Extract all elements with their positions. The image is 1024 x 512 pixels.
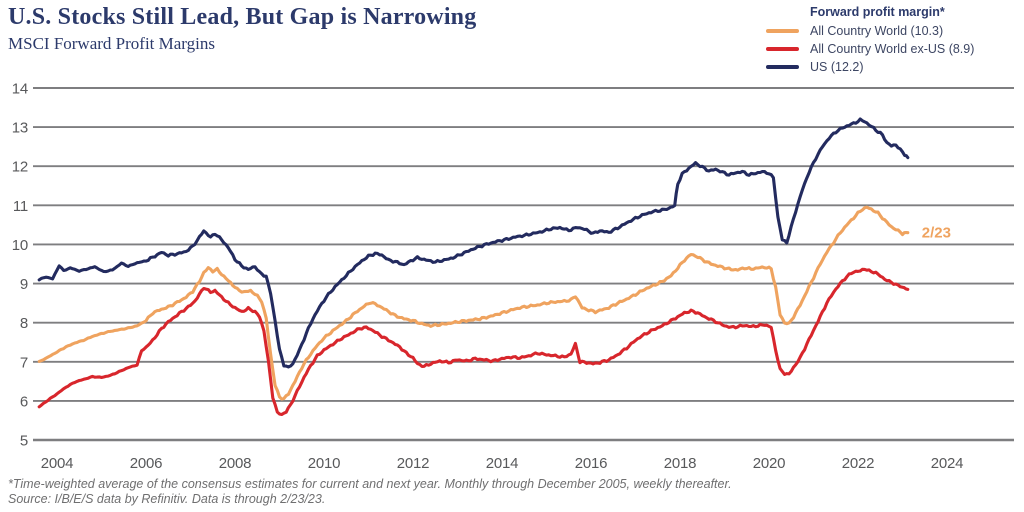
series-line-all-country-world-ex-us [37,267,910,417]
y-axis-tick-label: 8 [20,315,28,332]
legend-label-us: US (12.2) [810,60,864,74]
y-axis-tick-label: 6 [20,393,28,410]
footnote-line-1: *Time-weighted average of the consensus … [8,477,732,491]
legend-item-acw: All Country World (10.3) [766,22,974,40]
y-axis-tick-label: 5 [20,433,28,450]
page-title: U.S. Stocks Still Lead, But Gap is Narro… [8,4,477,30]
y-axis-tick-label: 7 [20,354,28,371]
series-line-all-country-world [37,205,910,401]
us-line-swatch-icon [766,65,799,69]
y-axis-tick-label: 13 [12,120,28,137]
chart-footnote: *Time-weighted average of the consensus … [8,477,732,507]
y-axis-tick-label: 11 [13,198,28,215]
footnote-line-2: Source: I/B/E/S data by Refinitiv. Data … [8,492,326,506]
page-subtitle: MSCI Forward Profit Margins [8,34,215,53]
x-axis-tick-label: 2014 [486,455,519,472]
x-axis-tick-label: 2010 [308,455,341,472]
series-line-us [37,117,910,369]
x-axis-tick-label: 2006 [130,455,163,472]
legend-title: Forward profit margin* [810,5,945,19]
legend-label-acw: All Country World (10.3) [810,24,944,38]
legend-label-acw-ex-us: All Country World ex-US (8.9) [810,42,975,56]
x-axis-tick-label: 2012 [397,455,430,472]
x-axis-tick-label: 2004 [41,455,74,472]
x-axis-tick-label: 2020 [753,455,786,472]
chart-legend: Forward profit margin* All Country World… [766,5,974,76]
acw-ex-us-line-swatch-icon [766,47,799,51]
date-annotation: 2/23 [922,225,951,242]
y-axis-tick-label: 14 [12,81,28,98]
title-block: U.S. Stocks Still Lead, But Gap is Narro… [8,2,476,54]
x-axis-tick-label: 2024 [931,455,964,472]
y-axis-tick-label: 9 [20,276,28,293]
x-axis-tick-label: 2016 [575,455,608,472]
x-axis-tick-label: 2008 [219,455,252,472]
y-axis-tick-label: 10 [12,237,28,254]
y-axis-tick-label: 12 [12,159,28,176]
acw-line-swatch-icon [766,29,799,33]
x-axis-tick-label: 2022 [842,455,875,472]
legend-item-us: US (12.2) [766,58,974,76]
x-axis-tick-label: 2018 [664,455,697,472]
legend-item-acw-ex-us: All Country World ex-US (8.9) [766,40,974,58]
